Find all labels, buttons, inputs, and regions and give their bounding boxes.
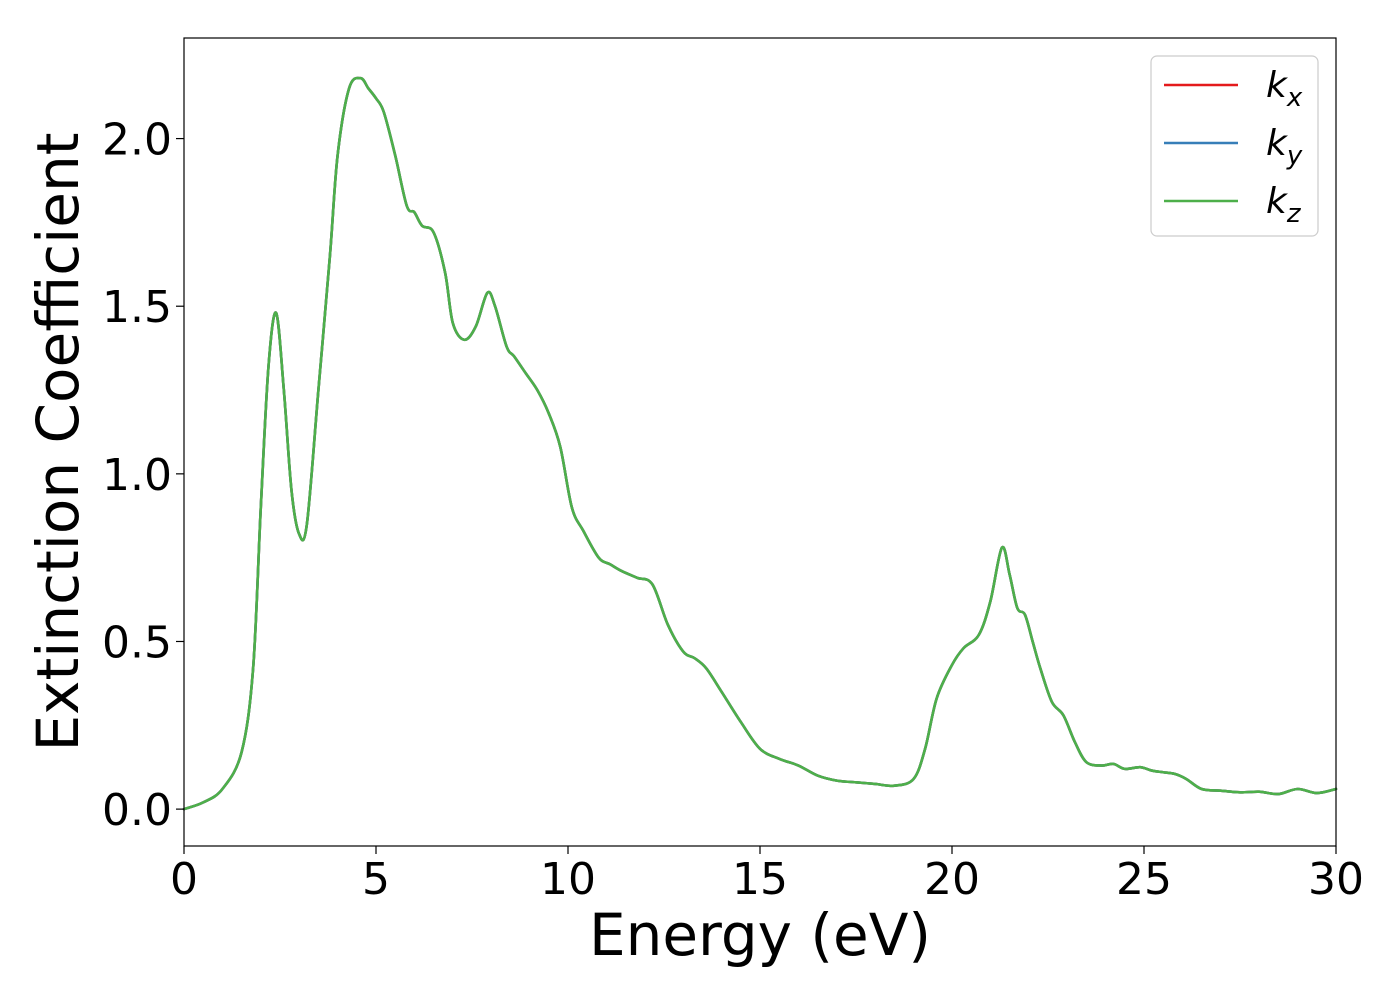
x-tick-label: 0 [170,854,198,905]
x-tick-label: 30 [1308,854,1364,905]
y-tick-label: 1.0 [102,450,172,501]
x-tick-label: 15 [732,854,788,905]
x-axis-title: Energy (eV) [589,901,931,969]
x-tick-label: 25 [1116,854,1172,905]
y-axis-title: Extinction Coefficient [24,133,92,752]
x-tick-label: 20 [924,854,980,905]
series-line-k-z [182,76,1338,811]
legend: kx ky kz [1150,55,1319,237]
legend-box [1150,55,1319,237]
legend-label-ky: ky [1266,123,1303,171]
x-tick-label: 10 [540,854,596,905]
x-tick-label: 5 [362,854,390,905]
y-tick-label: 0.0 [102,785,172,836]
y-tick-label: 2.0 [102,115,172,166]
legend-label-kx: kx [1266,65,1303,113]
y-tick-label: 1.5 [102,282,172,333]
series-layer [182,76,1338,811]
legend-label-kz: kz [1266,181,1302,229]
y-tick-label: 0.5 [102,617,172,668]
ticks-layer: 0 5 10 15 20 25 30 0.0 0.5 1.0 1.5 2.0 [102,115,1364,905]
